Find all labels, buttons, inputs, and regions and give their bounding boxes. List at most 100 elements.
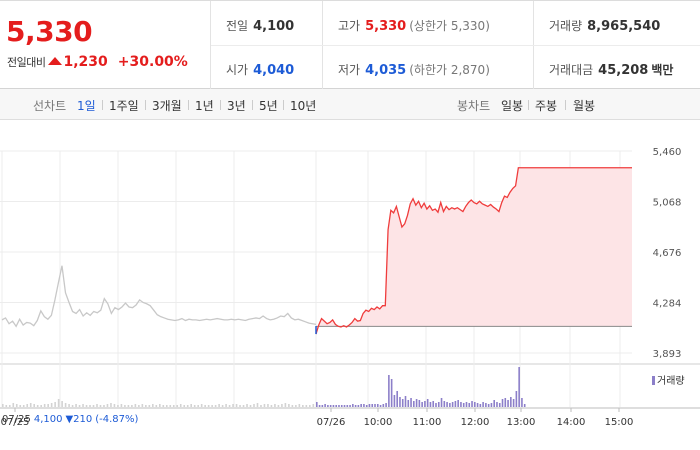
- volume-bar: [424, 401, 426, 407]
- volume-bar: [218, 404, 220, 407]
- x-tick-label: 07/25: [1, 417, 30, 428]
- y-tick-label: 4,284: [653, 299, 682, 310]
- volume-bar: [155, 405, 158, 407]
- current-price: 5,330: [6, 15, 93, 48]
- tab-weekly-candle[interactable]: 주봉: [535, 99, 558, 113]
- volume-bar: [493, 400, 496, 407]
- volume-value: 8,965,540: [587, 19, 661, 34]
- volume-bar: [460, 402, 462, 407]
- volume-bar: [214, 405, 217, 407]
- volume-bar: [465, 402, 468, 407]
- volume-bar: [382, 404, 385, 407]
- tab-3months[interactable]: 3개월: [152, 99, 182, 113]
- tab-divider: [220, 100, 221, 110]
- volume-bar: [50, 403, 53, 407]
- volume-bar: [120, 404, 123, 407]
- volume-bar: [446, 402, 448, 407]
- tab-monthly-candle[interactable]: 월봉: [573, 99, 596, 113]
- stat-divider: [211, 45, 700, 46]
- tab-divider: [145, 100, 146, 110]
- volume-bar: [267, 404, 269, 407]
- volume-bar: [152, 404, 154, 407]
- y-tick-label: 5,068: [653, 198, 682, 209]
- volume-legend: 거래량: [652, 372, 685, 387]
- volume-bar: [61, 401, 63, 407]
- volume-bar: [374, 404, 376, 407]
- amount-label: 거래대금: [549, 63, 594, 77]
- tab-1week[interactable]: 1주일: [109, 99, 139, 113]
- volume-bar: [256, 403, 259, 407]
- volume-bar: [22, 405, 25, 407]
- volume-bar: [490, 403, 493, 407]
- volume-legend-swatch: [652, 376, 655, 385]
- tab-1day[interactable]: 1일: [77, 99, 96, 113]
- x-tick-label: 14:00: [557, 417, 586, 428]
- volume-bar: [47, 404, 49, 407]
- volume-bar: [515, 391, 518, 407]
- amount-value: 45,208: [598, 63, 649, 78]
- tab-divider: [565, 100, 566, 110]
- lower-limit: (하한가 2,870): [409, 63, 490, 77]
- prev-day-rate: (-4.87%): [95, 414, 139, 425]
- price-chart[interactable]: 5,460 5,068 4,676 4,284 3,893 07/25 07/26 10:00…: [0, 121, 700, 450]
- volume-bar: [476, 403, 479, 407]
- volume-bar: [40, 405, 42, 407]
- volume-bar: [64, 403, 67, 407]
- volume-bar: [141, 404, 144, 407]
- y-tick-label: 5,460: [653, 147, 682, 158]
- volume-bar: [190, 404, 192, 407]
- volume-bar: [186, 405, 189, 407]
- volume-bar: [507, 400, 509, 407]
- volume-bar: [462, 403, 465, 407]
- volume-bar: [281, 404, 283, 407]
- tab-10years[interactable]: 10년: [290, 99, 317, 113]
- volume-bar: [501, 399, 504, 407]
- volume-bar: [413, 401, 415, 407]
- volume-bar: [242, 405, 245, 407]
- volume-bar: [437, 402, 440, 407]
- prev-day-change: ▼210: [65, 414, 93, 425]
- volume-bar: [401, 399, 404, 407]
- volume-bar: [19, 405, 22, 407]
- tab-daily-candle[interactable]: 일봉: [501, 99, 524, 113]
- volume-bar: [479, 404, 482, 407]
- volume-bar: [127, 405, 130, 407]
- tab-3years[interactable]: 3년: [227, 99, 246, 113]
- volume-bar: [443, 401, 446, 407]
- current-price-box: 5,330 전일대비 1,230 +30.00%: [0, 1, 211, 89]
- tab-5years[interactable]: 5년: [259, 99, 278, 113]
- volume-bar: [75, 404, 77, 407]
- prev-day-footer: 07/25 4,100 ▼210 (-4.87%): [2, 414, 138, 425]
- volume-bar: [399, 397, 401, 407]
- volume-bar: [376, 404, 379, 407]
- x-tick-label: 10:00: [364, 417, 393, 428]
- volume-bar: [148, 405, 151, 407]
- volume-bar: [2, 404, 4, 407]
- volume-bar: [393, 395, 396, 407]
- tab-1year[interactable]: 1년: [195, 99, 214, 113]
- volume-bar: [57, 399, 60, 407]
- volume-bar: [318, 405, 321, 407]
- volume-bar: [117, 405, 119, 407]
- volume-bar: [8, 405, 11, 407]
- volume-bar: [232, 404, 234, 407]
- volume-bar: [200, 404, 203, 407]
- volume-bar: [246, 404, 248, 407]
- change-label: 전일대비: [7, 56, 46, 69]
- volume-bar: [159, 404, 161, 407]
- volume-bar: [172, 405, 175, 407]
- x-tick-label: 07/26: [317, 417, 346, 428]
- volume-bar: [193, 405, 196, 407]
- x-tick-label: 12:00: [461, 417, 490, 428]
- volume-bar: [365, 405, 368, 407]
- up-arrow-icon: [48, 57, 63, 65]
- price-chart-area[interactable]: 5,460 5,068 4,676 4,284 3,893 07/25 07/26 10:00…: [0, 121, 700, 450]
- volume-bar: [15, 404, 18, 407]
- volume-bar: [197, 405, 199, 407]
- volume-bar: [270, 405, 273, 407]
- volume-bar: [471, 401, 473, 407]
- volume-bar: [54, 402, 56, 407]
- volume-bar: [274, 404, 276, 407]
- volume-bar: [5, 405, 8, 407]
- volume-bar: [134, 404, 137, 407]
